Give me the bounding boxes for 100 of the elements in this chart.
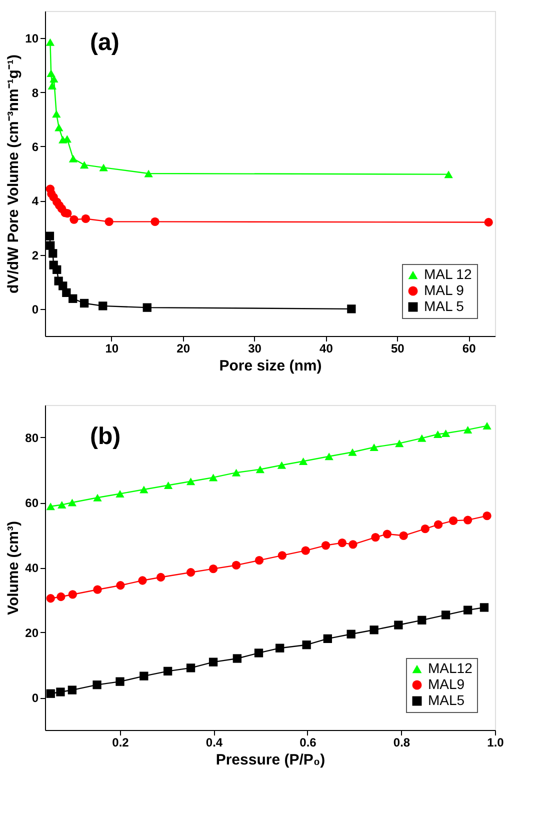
point [302, 640, 311, 650]
point [70, 215, 78, 224]
x-axis-title: Pressure (P/P₀) [216, 752, 326, 768]
point [186, 664, 196, 672]
y-tick-label: 6 [32, 140, 39, 154]
annotation: (b) [90, 423, 121, 450]
point [276, 644, 284, 652]
point [116, 581, 125, 590]
point [348, 540, 358, 549]
annotation: (a) [90, 29, 120, 56]
point [232, 654, 242, 663]
point [46, 502, 55, 510]
point [116, 677, 124, 686]
point [80, 161, 89, 169]
y-tick-label: 40 [25, 561, 39, 575]
point [54, 124, 64, 132]
y-tick-label: 4 [32, 194, 39, 208]
x-tick-label: 0.6 [300, 736, 317, 750]
point [46, 241, 55, 250]
point [338, 538, 347, 548]
point [394, 620, 403, 630]
point [254, 648, 264, 658]
y-tick-label: 0 [32, 691, 39, 705]
point [46, 594, 55, 603]
y-tick-label: 10 [25, 32, 39, 46]
point [278, 551, 287, 560]
x-tick-label: 0.8 [393, 736, 410, 750]
point [232, 468, 241, 476]
point [324, 452, 334, 460]
point [104, 217, 114, 226]
point [298, 457, 308, 465]
legend-label: MAL12 [428, 660, 473, 676]
point [80, 298, 89, 308]
point [208, 564, 218, 574]
point [463, 426, 472, 434]
point [323, 634, 332, 644]
x-tick-label: 30 [248, 342, 262, 356]
point [301, 546, 310, 555]
point [347, 304, 356, 314]
point [93, 585, 102, 594]
x-tick-label: 60 [462, 342, 476, 356]
point [463, 606, 472, 614]
point [140, 486, 148, 494]
legend-label: MAL 12 [424, 266, 472, 282]
point [186, 568, 196, 577]
point [277, 461, 286, 469]
point [48, 249, 58, 258]
point [448, 516, 458, 526]
point [441, 610, 450, 620]
point [68, 590, 77, 599]
point [46, 689, 55, 698]
point [484, 218, 493, 227]
point [68, 498, 77, 506]
point [46, 38, 55, 46]
point [441, 430, 450, 438]
x-tick-label: 40 [320, 342, 334, 356]
point [433, 430, 442, 438]
point [208, 658, 218, 666]
point [418, 616, 426, 624]
point [480, 603, 489, 612]
point [45, 232, 54, 240]
point [52, 265, 62, 274]
point [140, 672, 148, 680]
x-tick-label: 0.2 [112, 736, 130, 750]
y-tick-label: 2 [32, 248, 39, 262]
point [164, 482, 173, 490]
point [418, 434, 426, 442]
point [99, 164, 108, 172]
y-axis-title: dV/dW Pore Volume (cm⁻³nm⁻¹g⁻¹) [5, 54, 22, 294]
point [482, 422, 492, 430]
point [62, 288, 71, 297]
point [163, 666, 172, 676]
x-tick-label: 10 [105, 342, 119, 356]
point [81, 214, 90, 224]
legend-label: MAL 5 [424, 298, 464, 314]
point [434, 520, 443, 529]
point [142, 303, 152, 312]
point [382, 530, 392, 538]
point [56, 688, 65, 696]
point [68, 686, 77, 694]
point [138, 576, 147, 585]
point [420, 524, 430, 534]
point [371, 532, 380, 542]
point [399, 531, 408, 540]
point [348, 448, 357, 456]
point [116, 490, 124, 498]
legend-label: MAL9 [428, 676, 465, 692]
y-tick-label: 80 [25, 431, 39, 445]
point [98, 302, 108, 310]
point [48, 82, 56, 90]
legend-label: MAL 9 [424, 282, 464, 298]
point [56, 592, 66, 602]
point [58, 501, 66, 509]
point [52, 110, 61, 118]
point [46, 70, 56, 78]
point [156, 572, 166, 582]
point [370, 626, 378, 634]
point [463, 516, 472, 524]
point [444, 170, 453, 178]
y-axis-title: Volume (cm³) [5, 521, 22, 615]
